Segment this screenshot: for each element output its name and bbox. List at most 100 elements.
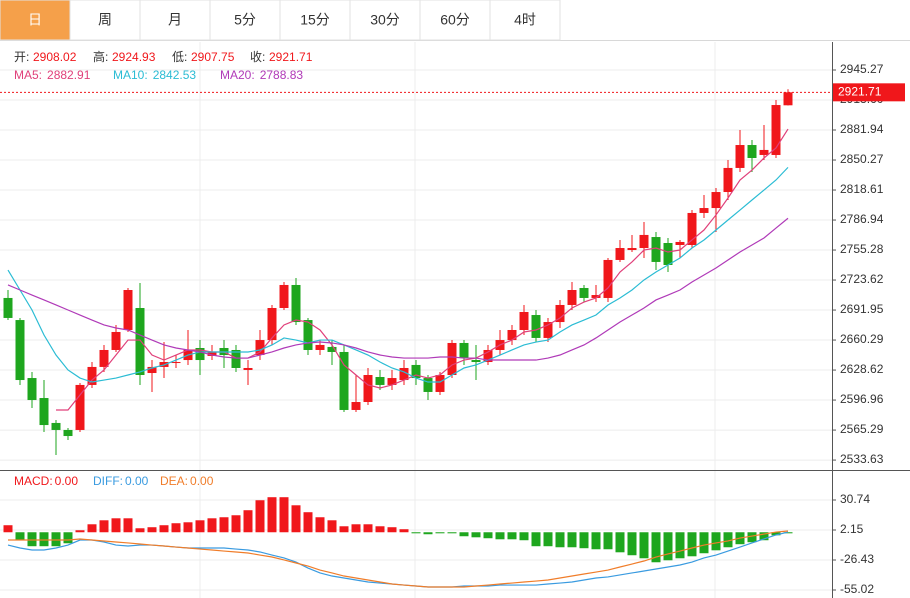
info-value: 2907.75 [191,50,235,64]
candle-body [339,351,349,410]
macd-bar [315,517,325,533]
y-tick-label: 30.74 [840,492,870,506]
candle-body [435,375,445,392]
macd-bar [555,532,565,548]
macd-bar [399,529,409,533]
candle-body [39,398,49,426]
macd-bar [783,532,793,534]
info-label: 高: [93,49,108,64]
tab[interactable] [69,0,141,41]
tab-label[interactable]: 30分 [370,12,400,28]
tab-label[interactable]: 4时 [514,12,536,28]
info-value: 2921.71 [269,50,313,64]
candle-body [3,297,13,318]
macd-bar [663,532,673,561]
candle-body [507,329,517,341]
macd-bar [27,532,37,547]
candle-body [615,248,625,260]
candle-body [375,376,385,385]
y-tick-label: 2786.94 [840,212,884,226]
y-tick-label: 2.15 [840,522,864,536]
tab-label[interactable]: 周 [98,12,112,28]
legend-value: 2788.83 [260,68,304,82]
legend-name: MA10: [113,68,148,82]
macd-bar [567,532,577,548]
macd-bar [699,532,709,554]
info-value: 2908.02 [33,50,77,64]
candle-body [747,145,757,159]
macd-bar [771,532,781,536]
candle-body [207,351,217,356]
candle-body [483,349,493,363]
tab-label[interactable]: 15分 [300,12,330,28]
y-tick-label: 2818.61 [840,182,884,196]
tab[interactable] [349,0,421,41]
candle-body [663,243,673,265]
legend-name: DIFF: [93,474,123,488]
y-tick-label: 2723.62 [840,272,884,286]
macd-bar [651,532,661,563]
tab-label[interactable]: 60分 [440,12,470,28]
candle-body [399,367,409,381]
macd-bar [687,532,697,557]
tab-label[interactable]: 日 [28,12,42,28]
y-tick-label: 2628.62 [840,362,884,376]
y-tick-label: 2691.95 [840,302,884,316]
candle-body [195,347,205,361]
tab[interactable] [139,0,211,41]
macd-bar [603,532,613,550]
macd-bar [447,532,457,534]
candle-body [423,378,433,392]
tab[interactable] [419,0,491,41]
candle-body [459,342,469,359]
macd-bar [375,526,385,533]
candle-body [387,378,397,385]
macd-bar [759,532,769,541]
macd-bar [63,532,73,544]
info-label: 收: [250,50,265,64]
macd-bar [15,532,25,541]
candle-body [27,378,37,401]
macd-bar [291,505,301,533]
candle-body [531,315,541,338]
macd-bar [591,532,601,550]
macd-bar [615,532,625,553]
macd-bar [387,527,397,533]
tab-label[interactable]: 月 [168,12,182,28]
candle-body [699,208,709,213]
legend-name: MACD: [14,474,53,488]
macd-bar [459,532,469,537]
macd-bar [51,532,61,547]
candle-body [639,234,649,249]
line-series [56,128,789,411]
candle-body [111,331,121,350]
candle-body [51,422,61,430]
candle-body [291,284,301,323]
line-series [7,166,789,383]
candle-body [363,375,373,403]
macd-bar [519,532,529,541]
candle-body [735,145,745,168]
candle-body [255,340,265,356]
candle-body [303,320,313,350]
tab[interactable] [489,0,561,41]
line-series [8,530,789,588]
candle-body [231,349,241,368]
macd-bar [327,520,337,533]
macd-bar [543,532,553,547]
tab[interactable] [0,0,71,41]
tab-label[interactable]: 5分 [234,12,256,28]
candle-body [135,308,145,376]
macd-bar [435,532,445,534]
tab[interactable] [279,0,351,41]
info-value: 2924.93 [112,50,156,64]
candle-body [627,248,637,251]
line-series [7,217,789,361]
candle-body [279,284,289,309]
candle-body [687,212,697,245]
candle-body [123,290,133,330]
macd-bar [279,497,289,533]
tab[interactable] [209,0,281,41]
candle-body [603,259,613,298]
